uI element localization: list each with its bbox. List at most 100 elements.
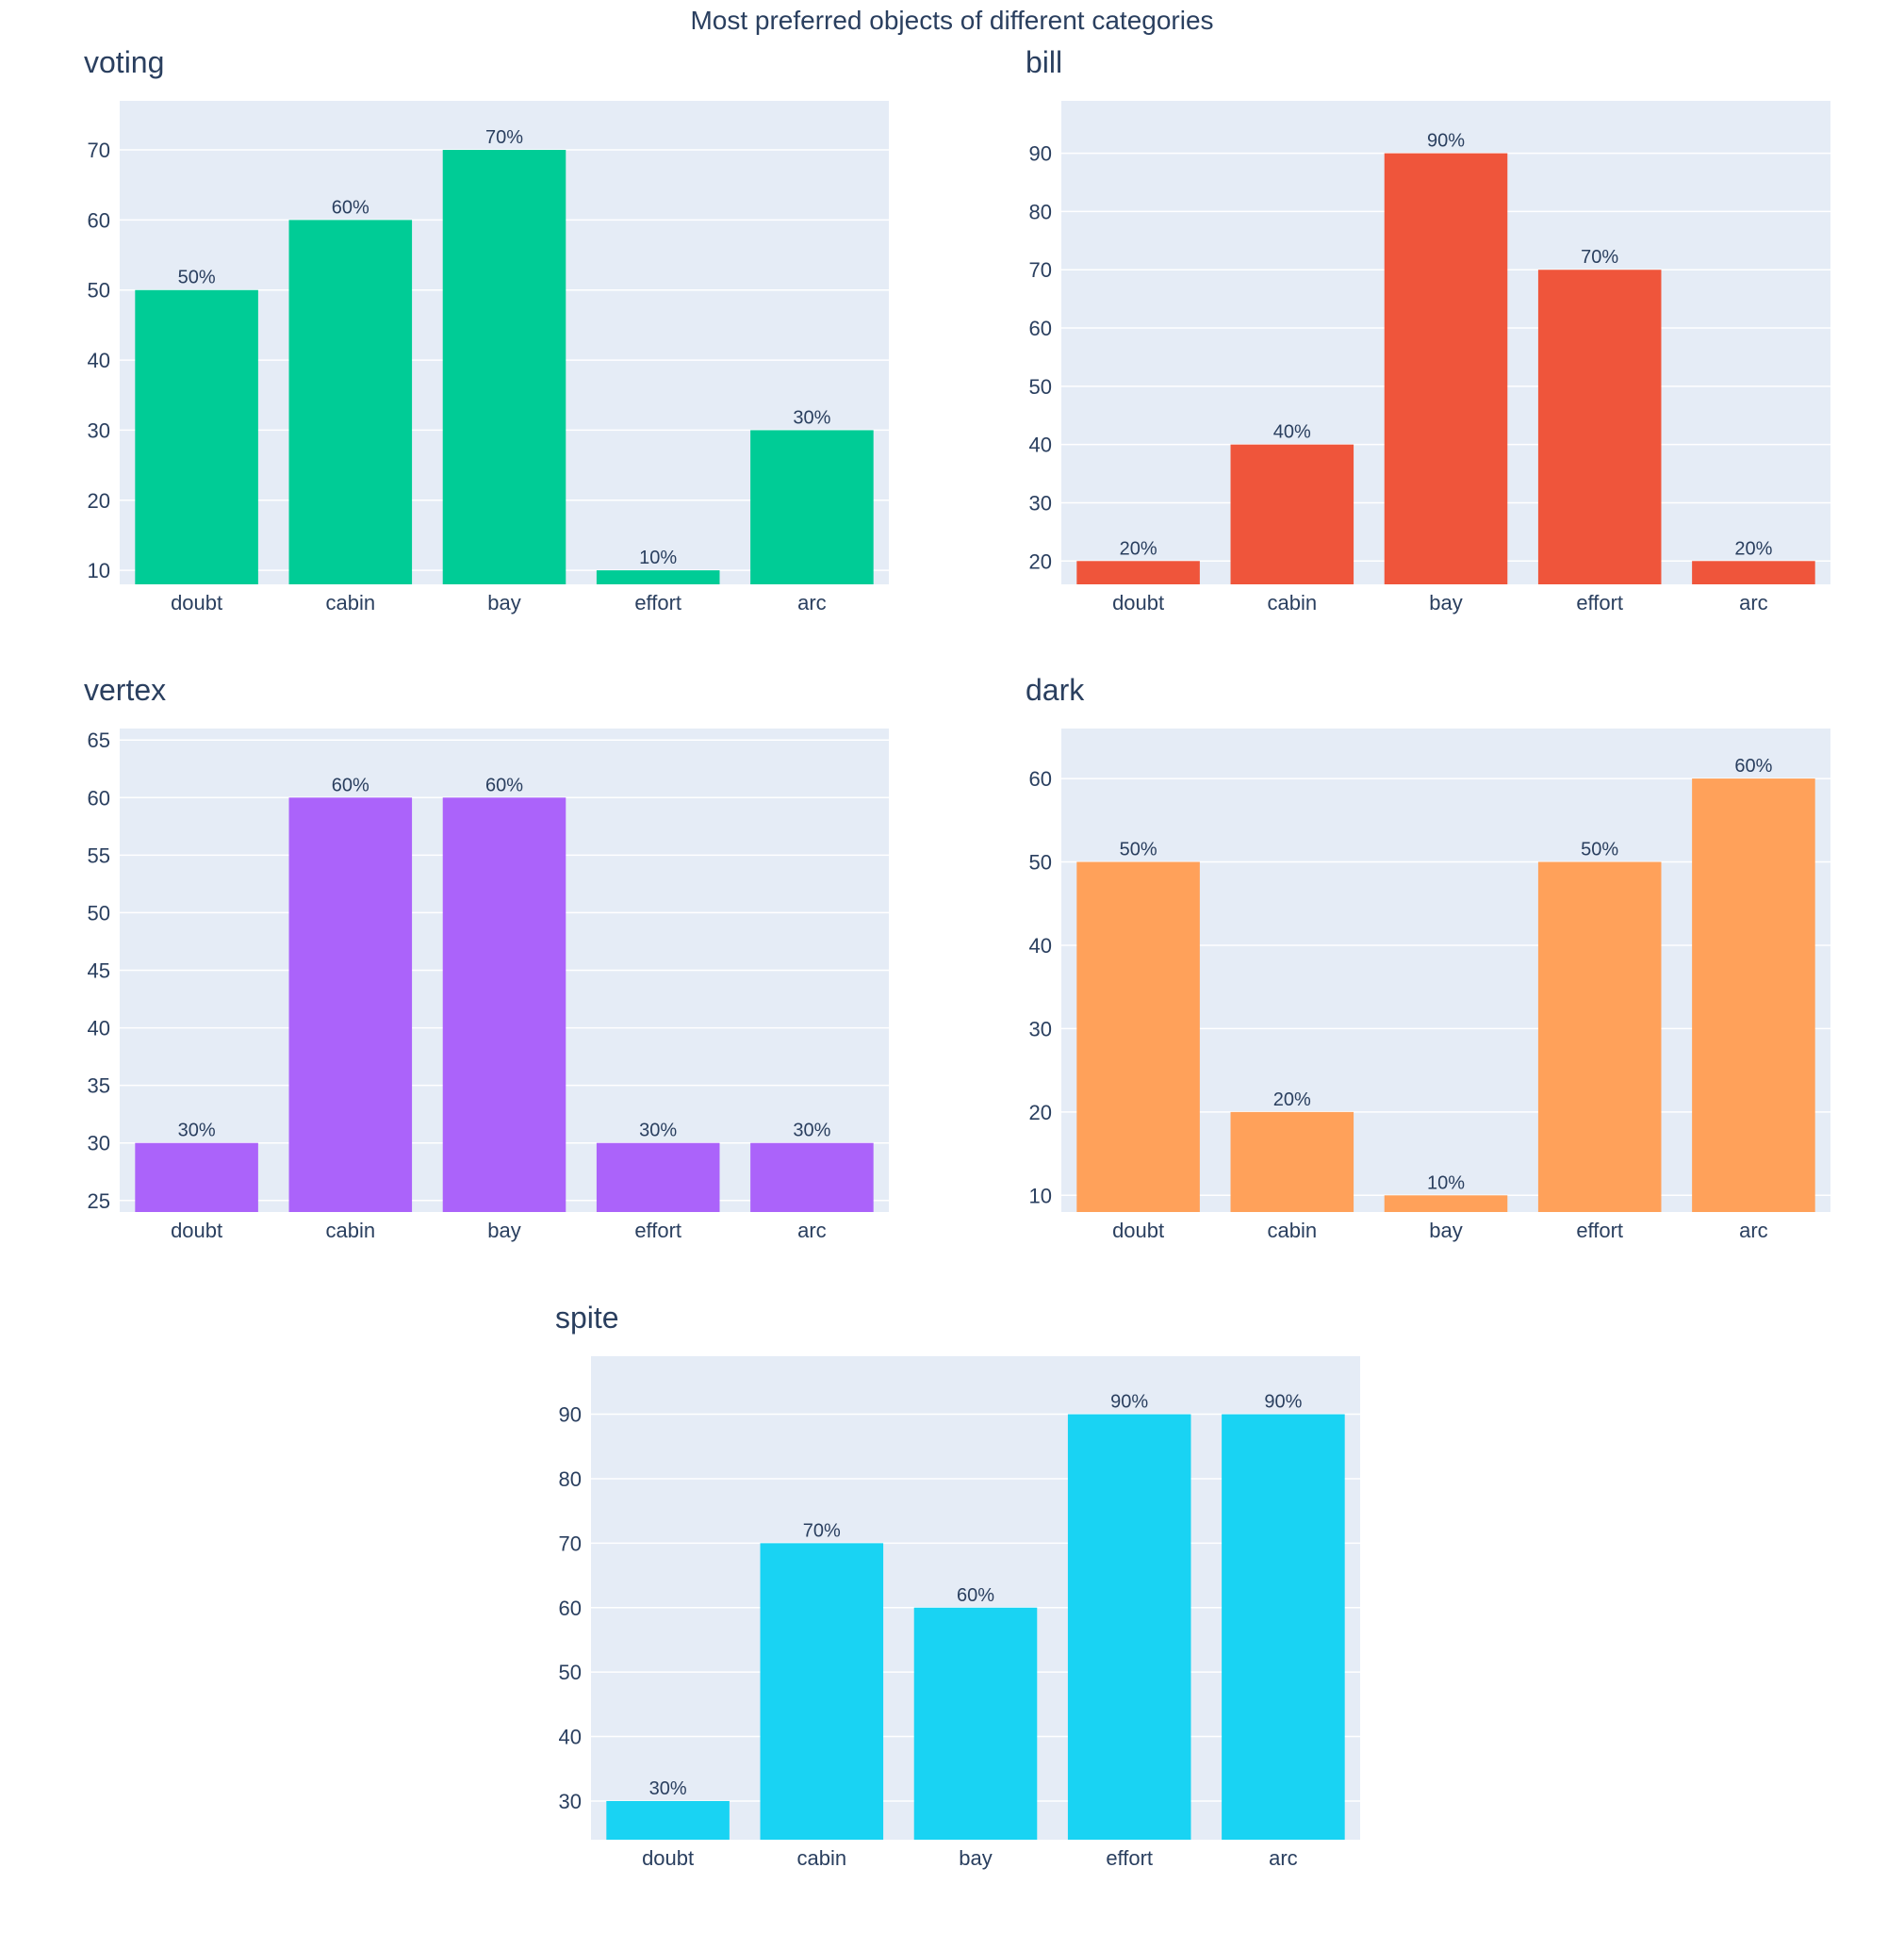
subplot-vertex: 25 30 35 40 45 50 55 60 65 30% doubt 60% cabin 60% bay… [84,673,889,1242]
subplot-title: bill [1026,45,1062,79]
bar-bay [442,797,566,1212]
subplot-voting: 10 20 30 40 50 60 70 50% doubt 60% cabin 70% bay 10% e… [84,45,889,614]
x-tick-label: doubt [171,1219,222,1242]
x-tick-label: effort [1576,591,1623,614]
bar-value-label: 10% [1427,1172,1465,1193]
x-tick-label: bay [1429,1219,1462,1242]
y-tick-label: 20 [1029,549,1052,573]
bar-value-label: 60% [332,775,369,795]
bar-bay [1384,153,1508,584]
y-tick-label: 80 [1029,200,1052,223]
bar-value-label: 20% [1734,538,1772,559]
y-tick-label: 30 [88,418,110,442]
y-tick-label: 60 [88,786,110,810]
y-tick-label: 40 [1029,434,1052,457]
x-tick-label: doubt [171,591,222,614]
y-tick-label: 70 [559,1532,582,1555]
y-tick-label: 50 [559,1661,582,1684]
y-tick-label: 40 [88,1017,110,1040]
x-tick-label: arc [1739,591,1768,614]
bar-bay [913,1607,1038,1840]
bar-value-label: 60% [957,1585,994,1606]
bar-value-label: 70% [803,1520,841,1541]
bar-effort [1067,1414,1191,1840]
bar-arc [1222,1414,1345,1840]
bar-effort [596,570,720,584]
bar-effort [596,1142,720,1212]
y-tick-label: 60 [1029,317,1052,340]
y-tick-label: 90 [559,1403,582,1427]
bar-value-label: 70% [485,127,523,148]
y-tick-label: 30 [559,1790,582,1813]
x-tick-label: effort [634,591,681,614]
x-tick-label: bay [1429,591,1462,614]
y-tick-label: 60 [1029,767,1052,791]
x-tick-label: effort [1106,1846,1153,1870]
bar-value-label: 50% [1120,840,1157,860]
bar-effort [1537,861,1662,1212]
y-tick-label: 50 [88,279,110,303]
bar-cabin [288,797,413,1212]
bar-doubt [606,1800,730,1840]
bar-value-label: 50% [178,268,216,288]
y-tick-label: 60 [559,1597,582,1620]
bar-value-label: 40% [1273,422,1311,443]
y-tick-label: 30 [88,1132,110,1155]
y-tick-label: 35 [88,1074,110,1098]
bar-value-label: 20% [1273,1089,1311,1110]
subplot-title: voting [84,45,164,79]
subplot-spite: 30 40 50 60 70 80 90 30% doubt 70% cabin 60% bay 90% e… [555,1301,1360,1870]
bar-value-label: 30% [639,1121,677,1141]
bar-doubt [135,289,258,584]
subplot-title: spite [555,1301,619,1335]
x-tick-label: effort [1576,1219,1623,1242]
y-tick-label: 80 [559,1467,582,1491]
x-tick-label: arc [797,591,827,614]
y-tick-label: 20 [1029,1101,1052,1124]
y-tick-label: 70 [88,139,110,162]
bar-value-label: 30% [793,1121,830,1141]
bar-cabin [760,1543,884,1840]
y-tick-label: 40 [1029,934,1052,958]
y-tick-label: 50 [1029,851,1052,875]
subplot-title: vertex [84,673,166,707]
x-tick-label: doubt [1112,1219,1164,1242]
bar-value-label: 70% [1581,247,1618,268]
bar-doubt [1076,561,1200,584]
bar-doubt [135,1142,258,1212]
x-tick-label: cabin [1268,591,1318,614]
x-tick-label: doubt [1112,591,1164,614]
bar-value-label: 60% [1734,756,1772,777]
bar-value-label: 10% [639,548,677,568]
bar-bay [1384,1195,1508,1212]
y-tick-label: 45 [88,959,110,983]
bar-cabin [1230,444,1354,584]
bar-value-label: 50% [1581,840,1618,860]
bar-cabin [1230,1111,1354,1212]
y-tick-label: 60 [88,208,110,232]
y-tick-label: 55 [88,844,110,867]
x-tick-label: arc [1739,1219,1768,1242]
x-tick-label: cabin [326,1219,376,1242]
bar-arc [750,430,874,584]
y-tick-label: 20 [88,489,110,513]
y-tick-label: 40 [88,349,110,372]
x-tick-label: bay [487,591,520,614]
subplot-title: dark [1026,673,1085,707]
bar-value-label: 90% [1110,1392,1148,1413]
y-tick-label: 30 [1029,491,1052,515]
figure-title: Most preferred objects of different cate… [690,6,1213,35]
x-tick-label: bay [959,1846,992,1870]
y-tick-label: 50 [88,901,110,925]
y-tick-label: 40 [559,1726,582,1749]
bar-cabin [288,220,413,585]
y-tick-label: 65 [88,729,110,752]
charts-area: 10 20 30 40 50 60 70 50% doubt 60% cabin 70% bay 10% e… [84,45,1830,1870]
bar-arc [1692,778,1815,1212]
x-tick-label: cabin [797,1846,847,1870]
y-tick-label: 90 [1029,142,1052,166]
x-tick-label: arc [797,1219,827,1242]
bar-arc [1692,561,1815,584]
bar-value-label: 30% [178,1121,216,1141]
